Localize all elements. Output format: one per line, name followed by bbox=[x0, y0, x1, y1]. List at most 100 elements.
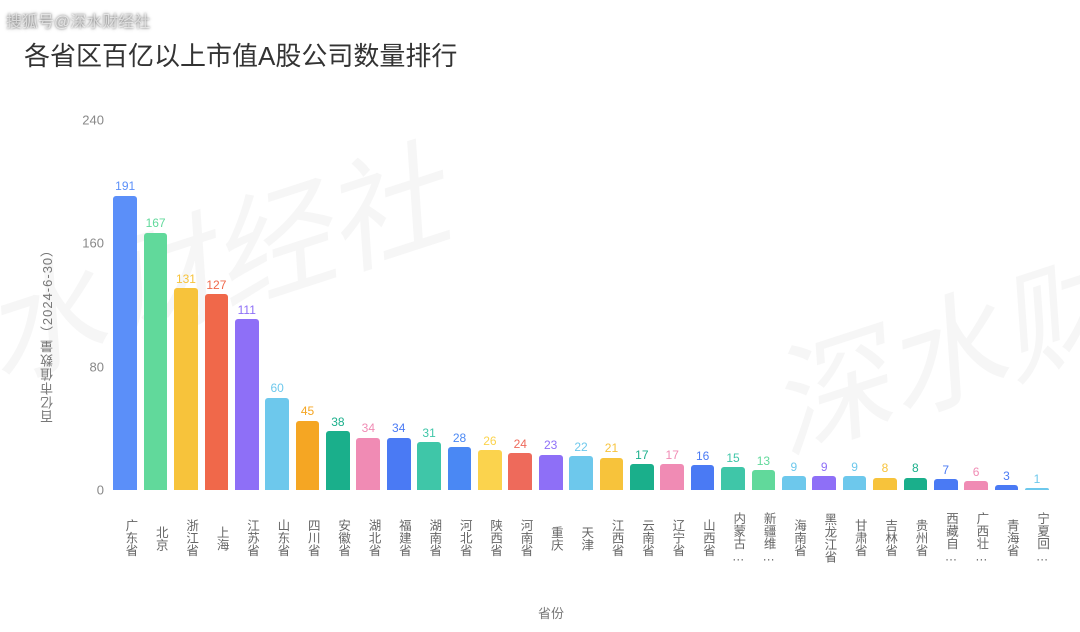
bar-slot: 22 bbox=[566, 120, 596, 490]
bar-value-label: 7 bbox=[942, 464, 949, 477]
bar-value-label: 17 bbox=[666, 449, 679, 462]
bar-slot: 31 bbox=[414, 120, 444, 490]
y-tick-label: 160 bbox=[70, 236, 104, 251]
bar-rect bbox=[417, 442, 441, 490]
bar-value-label: 131 bbox=[176, 273, 196, 286]
bar-value-label: 15 bbox=[726, 452, 739, 465]
bar-value-label: 9 bbox=[821, 461, 828, 474]
bar-rect bbox=[296, 421, 320, 490]
bar-slot: 34 bbox=[353, 120, 383, 490]
bar-value-label: 111 bbox=[238, 304, 256, 317]
bar-value-label: 6 bbox=[973, 466, 980, 479]
x-labels-container: 广东省北京浙江省上海江苏省山东省四川省安徽省湖北省福建省湖南省河北省陕西省河南省… bbox=[110, 490, 1052, 602]
bar-slot: 28 bbox=[444, 120, 474, 490]
bar-value-label: 23 bbox=[544, 439, 557, 452]
x-category-label: 安徽省 bbox=[323, 490, 353, 580]
bar-slot: 7 bbox=[931, 120, 961, 490]
x-category-label: 上海 bbox=[201, 490, 231, 580]
x-category-label: 海南省 bbox=[779, 490, 809, 580]
bar-slot: 9 bbox=[779, 120, 809, 490]
bar-value-label: 34 bbox=[362, 422, 375, 435]
x-category-label: 贵州省 bbox=[900, 490, 930, 580]
bar-value-label: 167 bbox=[146, 217, 166, 230]
x-category-label: 宁夏回… bbox=[1022, 490, 1052, 580]
x-category-label: 浙江省 bbox=[171, 490, 201, 580]
bar-slot: 17 bbox=[627, 120, 657, 490]
bar-rect bbox=[904, 478, 928, 490]
bar-slot: 1 bbox=[1022, 120, 1052, 490]
bar-rect bbox=[843, 476, 867, 490]
bar-rect bbox=[691, 465, 715, 490]
bar-slot: 167 bbox=[140, 120, 170, 490]
x-category-label: 黑龙江省 bbox=[809, 490, 839, 580]
x-category-label: 湖北省 bbox=[353, 490, 383, 580]
bar-rect bbox=[600, 458, 624, 490]
bar-slot: 191 bbox=[110, 120, 140, 490]
x-category-label: 云南省 bbox=[627, 490, 657, 580]
x-category-label: 新疆维… bbox=[748, 490, 778, 580]
bar-rect bbox=[235, 319, 259, 490]
bar-value-label: 13 bbox=[757, 455, 770, 468]
x-axis-label: 省份 bbox=[538, 603, 564, 622]
bar-slot: 8 bbox=[900, 120, 930, 490]
bar-rect bbox=[569, 456, 593, 490]
x-category-label: 辽宁省 bbox=[657, 490, 687, 580]
bar-value-label: 22 bbox=[574, 441, 587, 454]
x-category-label: 山西省 bbox=[687, 490, 717, 580]
bar-value-label: 21 bbox=[605, 442, 618, 455]
bar-slot: 13 bbox=[748, 120, 778, 490]
x-category-label: 四川省 bbox=[292, 490, 322, 580]
bar-rect bbox=[144, 233, 168, 490]
y-tick-label: 80 bbox=[70, 359, 104, 374]
y-tick-label: 0 bbox=[70, 483, 104, 498]
bar-value-label: 1 bbox=[1034, 473, 1041, 486]
bar-slot: 15 bbox=[718, 120, 748, 490]
bar-value-label: 28 bbox=[453, 432, 466, 445]
x-category-label: 广东省 bbox=[110, 490, 140, 580]
bar-value-label: 8 bbox=[912, 462, 919, 475]
bar-value-label: 60 bbox=[270, 382, 283, 395]
bar-rect bbox=[174, 288, 198, 490]
bar-value-label: 24 bbox=[514, 438, 527, 451]
x-category-label: 内蒙古… bbox=[718, 490, 748, 580]
bar-value-label: 127 bbox=[206, 279, 226, 292]
bar-slot: 9 bbox=[809, 120, 839, 490]
x-category-label: 河北省 bbox=[444, 490, 474, 580]
bar-rect bbox=[478, 450, 502, 490]
x-category-label: 江西省 bbox=[596, 490, 626, 580]
bar-value-label: 8 bbox=[882, 462, 889, 475]
bar-value-label: 26 bbox=[483, 435, 496, 448]
bar-slot: 9 bbox=[839, 120, 869, 490]
x-category-label: 西藏自… bbox=[931, 490, 961, 580]
bar-value-label: 45 bbox=[301, 405, 314, 418]
bar-rect bbox=[812, 476, 836, 490]
bar-rect bbox=[964, 481, 988, 490]
bar-slot: 8 bbox=[870, 120, 900, 490]
bar-value-label: 31 bbox=[422, 427, 435, 440]
y-tick-label: 240 bbox=[70, 113, 104, 128]
bars-container: 1911671311271116045383434312826242322211… bbox=[110, 120, 1052, 490]
x-category-label: 北京 bbox=[140, 490, 170, 580]
bar-slot: 131 bbox=[171, 120, 201, 490]
bar-rect bbox=[660, 464, 684, 490]
bar-value-label: 16 bbox=[696, 450, 709, 463]
bar-slot: 60 bbox=[262, 120, 292, 490]
bar-slot: 38 bbox=[323, 120, 353, 490]
bar-slot: 24 bbox=[505, 120, 535, 490]
bar-slot: 21 bbox=[596, 120, 626, 490]
x-category-label: 湖南省 bbox=[414, 490, 444, 580]
x-category-label: 吉林省 bbox=[870, 490, 900, 580]
bar-value-label: 9 bbox=[851, 461, 858, 474]
x-category-label: 陕西省 bbox=[475, 490, 505, 580]
bar-slot: 17 bbox=[657, 120, 687, 490]
x-category-label: 福建省 bbox=[384, 490, 414, 580]
x-category-label: 天津 bbox=[566, 490, 596, 580]
bar-slot: 34 bbox=[384, 120, 414, 490]
bar-rect bbox=[356, 438, 380, 490]
watermark-top-left: 搜狐号@深水财经社 bbox=[6, 8, 150, 32]
bar-rect bbox=[387, 438, 411, 490]
bar-slot: 45 bbox=[292, 120, 322, 490]
x-category-label: 山东省 bbox=[262, 490, 292, 580]
bar-rect bbox=[205, 294, 229, 490]
x-category-label: 河南省 bbox=[505, 490, 535, 580]
